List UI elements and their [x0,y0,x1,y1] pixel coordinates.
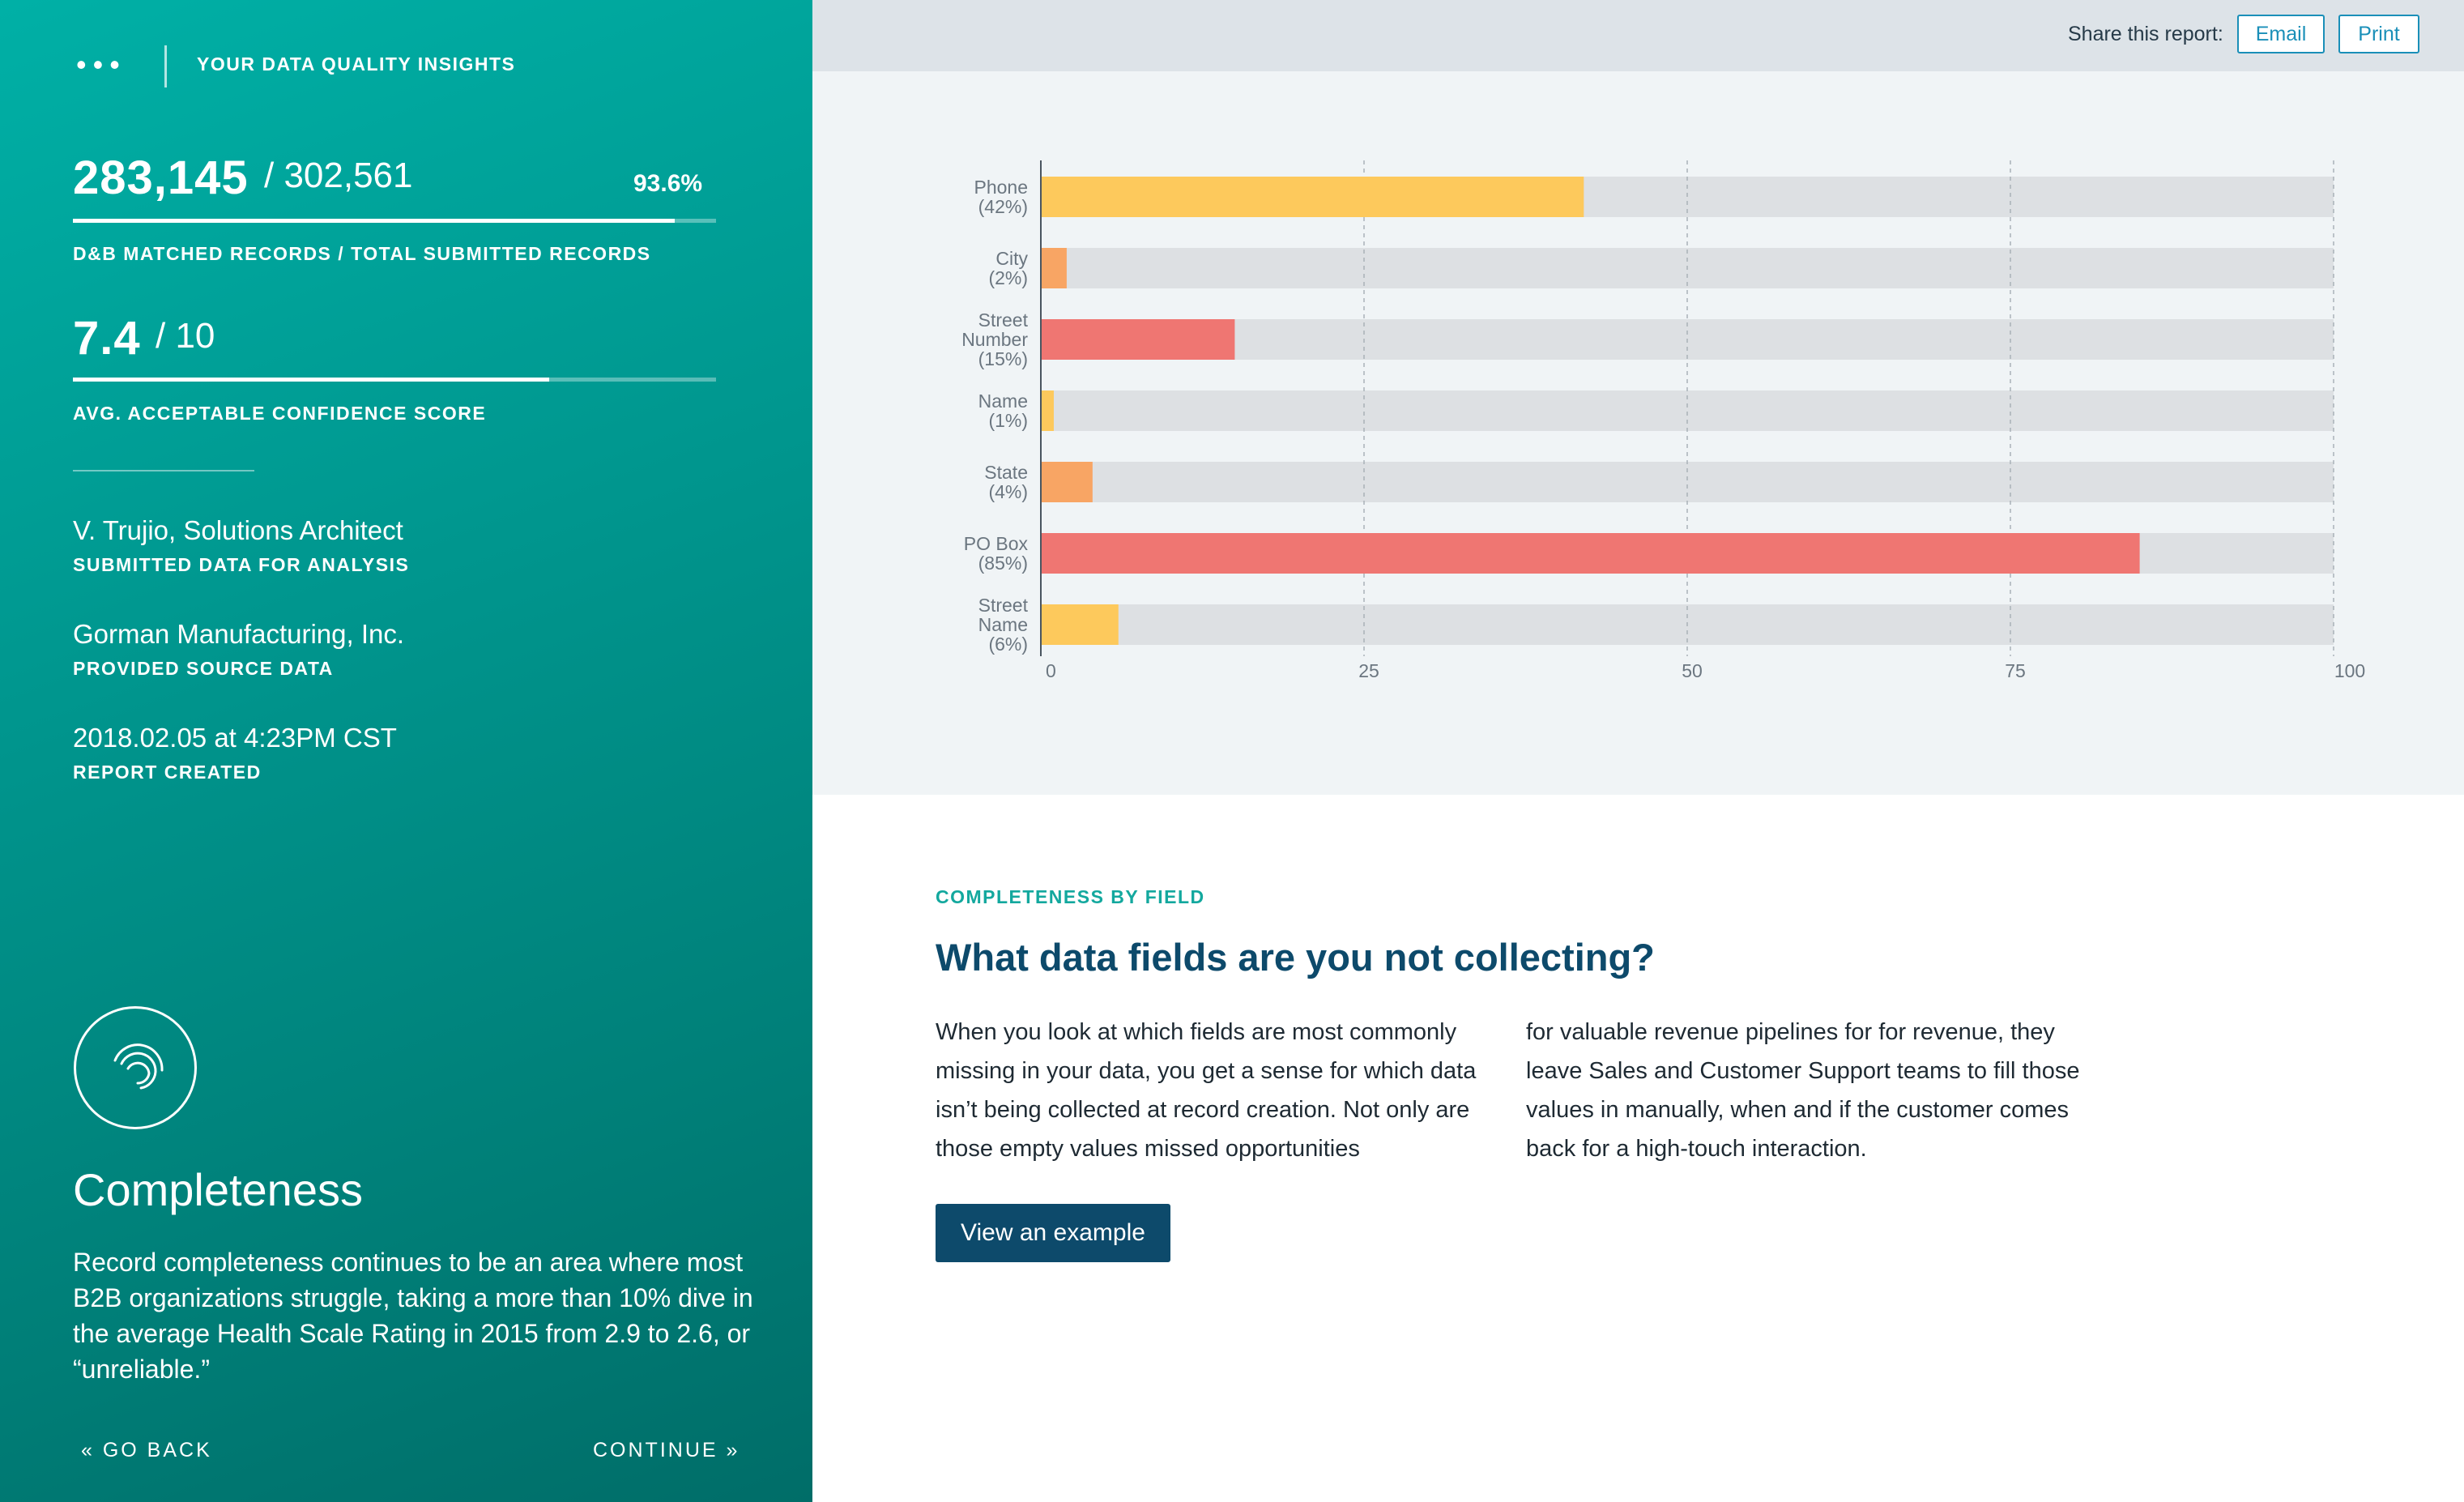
bar-1 [1041,248,1067,288]
submitted-records-total: / 302,561 [264,156,413,195]
content-headline: What data fields are you not collecting? [936,936,1655,979]
view-example-button[interactable]: View an example [936,1204,1170,1262]
submitter-name: V. Trujio, Solutions Architect [73,515,403,545]
completeness-circle-icon [74,1006,197,1129]
bar-3 [1041,390,1054,431]
matched-records-value: 283,145 [73,151,249,204]
section-title: Completeness [73,1164,363,1215]
menu-dots-icon[interactable]: ••• [76,48,126,81]
completeness-arc-icon [113,1043,164,1090]
x-tick-label-0: 0 [1046,660,1056,681]
continue-link[interactable]: CONTINUE » [593,1439,740,1461]
confidence-score-max: / 10 [156,316,215,356]
bar-2 [1041,319,1235,360]
category-label-1: City (2%) [988,248,1028,288]
category-label-0: Phone (42%) [974,177,1028,217]
section-eyebrow: COMPLETENESS BY FIELD [936,886,1205,907]
completeness-chart-panel: Phone (42%) City (2%) Street Number (15%) Name(… [812,71,2464,795]
insights-sidebar: ••• YOUR DATA QUALITY INSIGHTS 283,145 /… [0,0,812,1502]
share-label: Share this report: [2068,23,2223,45]
category-label-2: Street Number (15%) [961,309,1028,369]
matched-records-label: D&B MATCHED RECORDS / TOTAL SUBMITTED RE… [73,243,651,264]
section-description: Record completeness continues to be an a… [73,1248,753,1384]
matched-progress-bar [73,219,716,223]
share-toolbar: Share this report: Email Print [812,0,2464,71]
x-tick-label-50: 50 [1682,660,1703,681]
print-button[interactable]: Print [2338,15,2419,53]
x-tick-label-75: 75 [2005,660,2026,681]
confidence-score-value: 7.4 [73,312,141,365]
source-label: PROVIDED SOURCE DATA [73,658,334,679]
x-tick-label-25: 25 [1358,660,1379,681]
category-label-4: State (4%) [984,462,1028,502]
report-created-label: REPORT CREATED [73,762,262,783]
confidence-progress-bar [73,378,716,382]
category-label-3: Name (1%) [978,390,1028,431]
bar-5 [1041,533,2140,574]
matched-progress-fill [73,219,676,223]
category-label-5: PO Box (85%) [964,533,1029,574]
report-created-date: 2018.02.05 at 4:23PM CST [73,723,397,753]
sidebar-title: YOUR DATA QUALITY INSIGHTS [197,53,516,75]
confidence-score-label: AVG. ACCEPTABLE CONFIDENCE SCORE [73,403,487,424]
body-column-1: When you look at which fields are most c… [936,1019,1477,1162]
section-divider [73,470,254,472]
submitter-label: SUBMITTED DATA FOR ANALYSIS [73,554,410,575]
confidence-progress-fill [73,378,549,382]
email-button[interactable]: Email [2237,15,2325,53]
category-label-6: Street Name (6%) [978,595,1029,655]
bar-0 [1041,177,1584,217]
source-company: Gorman Manufacturing, Inc. [73,619,405,649]
bar-6 [1041,604,1119,645]
go-back-link[interactable]: « GO BACK [81,1439,212,1461]
bar-4 [1041,462,1093,502]
matched-percent: 93.6% [633,170,703,197]
completeness-bar-chart: Phone (42%) City (2%) Street Number (15%) Name(… [961,160,2365,681]
header-divider [164,45,167,87]
body-column-2: for valuable revenue pipelines for for r… [1526,1019,2080,1162]
x-tick-label-100: 100 [2334,660,2365,681]
